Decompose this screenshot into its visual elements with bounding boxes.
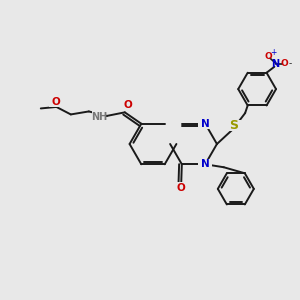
FancyBboxPatch shape <box>198 159 212 170</box>
Text: +: + <box>270 48 276 57</box>
Text: O: O <box>265 52 273 61</box>
Text: NH: NH <box>91 112 107 122</box>
Text: O: O <box>123 100 132 110</box>
Text: S: S <box>229 119 238 132</box>
FancyBboxPatch shape <box>121 99 135 110</box>
FancyBboxPatch shape <box>49 96 63 107</box>
Text: N: N <box>272 59 280 69</box>
Text: O: O <box>177 183 186 193</box>
Text: -: - <box>288 59 292 68</box>
Text: O: O <box>280 59 288 68</box>
FancyBboxPatch shape <box>227 120 241 131</box>
FancyBboxPatch shape <box>174 182 188 193</box>
Text: O: O <box>51 97 60 107</box>
Text: N: N <box>201 119 210 129</box>
FancyBboxPatch shape <box>198 118 212 129</box>
FancyBboxPatch shape <box>92 111 106 122</box>
Text: N: N <box>201 159 210 169</box>
